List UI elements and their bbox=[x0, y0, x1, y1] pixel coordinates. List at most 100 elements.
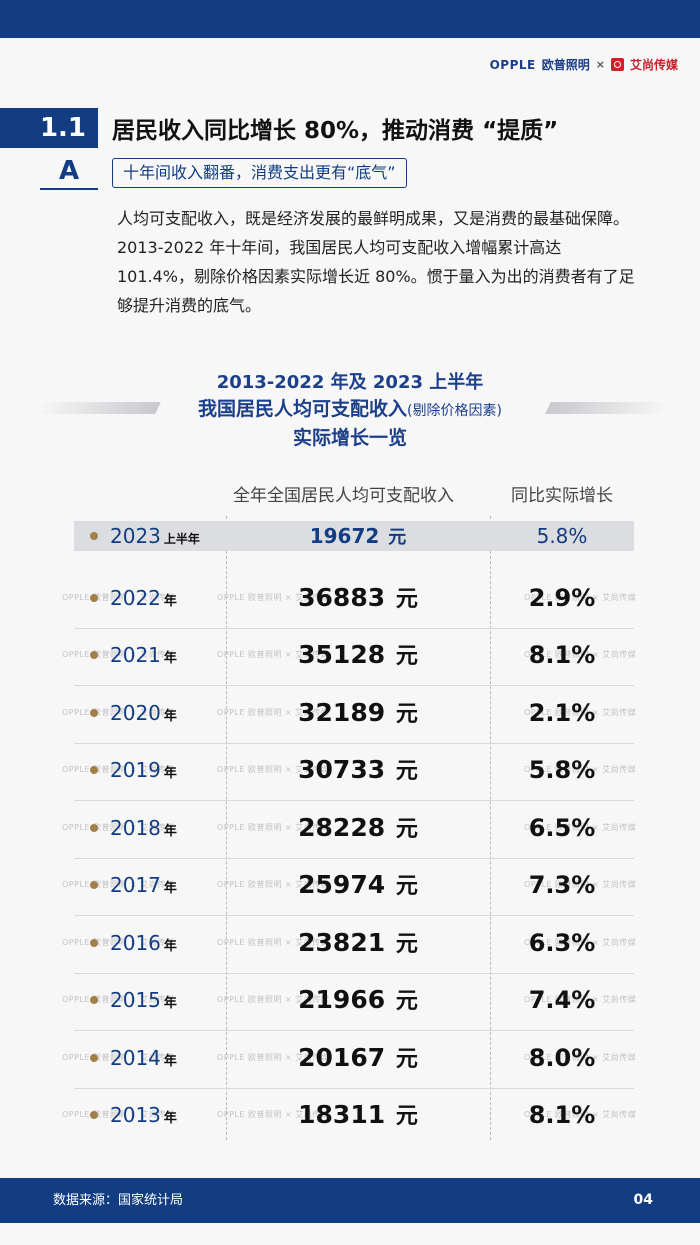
row-year-unit: 年 bbox=[163, 766, 177, 781]
row-growth: 6.5% bbox=[528, 813, 596, 842]
table-row: OPPLE 欧普照明 × 艾尚传媒 OPPLE 欧普照明 × 艾尚传媒 OPPLE … bbox=[62, 583, 636, 629]
row-year: 2021 年 bbox=[110, 640, 177, 674]
row-income: 25974 元 bbox=[226, 870, 490, 902]
row-growth: 7.3% bbox=[528, 871, 596, 899]
row-income: 30733 元 bbox=[226, 755, 490, 787]
row-year-value: 2014 bbox=[110, 1045, 161, 1070]
aishang-logo-icon bbox=[610, 58, 624, 71]
row-income-unit: 元 bbox=[395, 1104, 418, 1129]
row-year-unit: 上半年 bbox=[163, 532, 200, 546]
row-growth: 5.8% bbox=[536, 524, 588, 548]
row-income: 20167 元 bbox=[226, 1043, 490, 1075]
row-year-unit: 年 bbox=[163, 881, 177, 896]
table-row: OPPLE 欧普照明 × 艾尚传媒 OPPLE 欧普照明 × 艾尚传媒 OPPLE … bbox=[62, 985, 636, 1031]
bullet-dot-icon bbox=[90, 881, 98, 889]
section-title: 居民收入同比增长 80%，推动消费 “提质” bbox=[112, 118, 559, 144]
row-growth: 6.3% bbox=[528, 928, 596, 957]
row-year-value: 2017 bbox=[110, 873, 161, 897]
watermark-text: OPPLE 欧普照明 × 艾尚传媒 bbox=[62, 937, 175, 947]
row-income: 36883 元 bbox=[226, 583, 490, 615]
row-income-value: 19672 bbox=[309, 524, 380, 548]
bullet-dot-icon bbox=[90, 766, 98, 774]
row-year-value: 2019 bbox=[110, 758, 161, 782]
subsection-title: 十年间收入翻番，消费支出更有“底气” bbox=[112, 158, 407, 188]
row-separator bbox=[74, 915, 634, 916]
watermark-text: OPPLE 欧普照明 × 艾尚传媒 bbox=[217, 765, 330, 774]
row-growth: 5.8% bbox=[528, 756, 596, 784]
row-separator bbox=[74, 685, 634, 686]
row-growth: 8.0% bbox=[528, 1043, 596, 1072]
watermark-text: OPPLE 欧普照明 × 艾尚传媒 bbox=[217, 650, 330, 659]
row-income-value: 35128 bbox=[298, 640, 386, 669]
row-income-unit: 元 bbox=[395, 759, 418, 784]
row-income-unit: 元 bbox=[395, 586, 418, 612]
opple-logo-cn: 欧普照明 bbox=[541, 58, 590, 72]
watermark-text: OPPLE 欧普照明 × 艾尚传媒 bbox=[62, 765, 175, 774]
row-growth: 7.4% bbox=[528, 986, 596, 1014]
body-paragraph: 人均可支配收入，既是经济发展的最鲜明成果，又是消费的最基础保障。2013-202… bbox=[117, 209, 635, 315]
row-income: 28228 元 bbox=[226, 813, 490, 845]
row-income-unit: 元 bbox=[395, 816, 418, 842]
row-year: 2018 年 bbox=[110, 813, 177, 847]
aishang-logo: 艾尚传媒 bbox=[629, 58, 678, 72]
row-year: 2014 年 bbox=[110, 1043, 177, 1077]
column-header-growth: 同比实际增长 bbox=[511, 486, 613, 506]
table-title: 2013-2022 年及 2023 上半年 我国居民人均可支配收入(剔除价格因素… bbox=[0, 370, 700, 452]
bullet-dot-icon bbox=[90, 996, 98, 1004]
watermark-text: OPPLE 欧普照明 × 艾尚传媒 bbox=[524, 1052, 637, 1062]
page-number: 04 bbox=[633, 1192, 653, 1208]
row-separator bbox=[74, 800, 634, 801]
column-header-income: 全年全国居民人均可支配收入 bbox=[233, 486, 454, 506]
row-growth: 8.1% bbox=[528, 641, 596, 669]
row-year: 2016 年 bbox=[110, 928, 177, 962]
section-number: 1.1 bbox=[0, 108, 98, 148]
table-row: OPPLE 欧普照明 × 艾尚传媒 OPPLE 欧普照明 × 艾尚传媒 OPPLE … bbox=[62, 813, 636, 859]
brand-header: OPPLE 欧普照明 × 艾尚传媒 bbox=[490, 56, 678, 73]
row-year: 2022 年 bbox=[110, 583, 177, 617]
watermark-text: OPPLE 欧普照明 × 艾尚传媒 bbox=[217, 822, 330, 832]
row-income-unit: 元 bbox=[395, 1046, 418, 1072]
row-income-value: 25974 bbox=[298, 870, 386, 899]
table-row: OPPLE 欧普照明 × 艾尚传媒 OPPLE 欧普照明 × 艾尚传媒 OPPLE … bbox=[62, 698, 636, 744]
watermark-text: OPPLE 欧普照明 × 艾尚传媒 bbox=[524, 650, 637, 659]
row-separator bbox=[74, 972, 634, 974]
row-year-value: 2021 bbox=[110, 643, 161, 667]
watermark-text: OPPLE 欧普照明 × 艾尚传媒 bbox=[217, 592, 330, 602]
watermark-text: OPPLE 欧普照明 × 艾尚传媒 bbox=[62, 650, 175, 659]
row-income-unit: 元 bbox=[395, 931, 418, 957]
table-title-line3: 实际增长一览 bbox=[292, 427, 407, 449]
watermark-text: OPPLE 欧普照明 × 艾尚传媒 bbox=[524, 765, 637, 774]
table-row: OPPLE 欧普照明 × 艾尚传媒 OPPLE 欧普照明 × 艾尚传媒 OPPLE … bbox=[62, 1043, 637, 1089]
row-year-value: 2013 bbox=[110, 1103, 161, 1127]
row-income-value: 21966 bbox=[298, 985, 386, 1014]
watermark-text: OPPLE 欧普照明 × 艾尚传媒 bbox=[217, 880, 330, 889]
row-income-value: 28228 bbox=[298, 812, 386, 842]
row-year-unit: 年 bbox=[163, 1053, 177, 1069]
bullet-dot-icon bbox=[90, 532, 98, 540]
row-year: 2019 年 bbox=[110, 755, 177, 789]
table-title-line1: 2013-2022 年及 2023 上半年 bbox=[216, 372, 484, 393]
column-divider-right bbox=[490, 516, 491, 1140]
row-income: 19672 元 bbox=[226, 521, 490, 553]
row-year-unit: 年 bbox=[163, 593, 177, 609]
row-year: 2023 上半年 bbox=[110, 521, 200, 554]
row-year-value: 2016 bbox=[110, 930, 161, 955]
row-growth: 2.9% bbox=[528, 583, 596, 612]
watermark-text: OPPLE 欧普照明 × 艾尚传媒 bbox=[62, 1052, 175, 1062]
row-separator bbox=[74, 1030, 634, 1031]
bullet-dot-icon bbox=[90, 593, 98, 602]
watermark-text: OPPLE 欧普照明 × 艾尚传媒 bbox=[217, 707, 330, 717]
watermark-text: OPPLE 欧普照明 × 艾尚传媒 bbox=[524, 880, 637, 889]
table-title-line2-main: 我国居民人均可支配收入 bbox=[198, 398, 408, 420]
table-title-line2: 我国居民人均可支配收入(剔除价格因素) bbox=[0, 396, 700, 424]
row-year-unit: 年 bbox=[163, 708, 177, 724]
table-row: OPPLE 欧普照明 × 艾尚传媒 OPPLE 欧普照明 × 艾尚传媒 OPPLE … bbox=[62, 640, 637, 686]
watermark-text: OPPLE 欧普照明 × 艾尚传媒 bbox=[62, 707, 175, 717]
bullet-dot-icon bbox=[90, 651, 98, 659]
watermark-text: OPPLE 欧普照明 × 艾尚传媒 bbox=[62, 1110, 175, 1119]
row-year-unit: 年 bbox=[163, 1111, 177, 1126]
bullet-dot-icon bbox=[90, 1111, 98, 1119]
table-row: OPPLE 欧普照明 × 艾尚传媒 OPPLE 欧普照明 × 艾尚传媒 OPPLE … bbox=[62, 1100, 636, 1130]
subsection-letter: A bbox=[40, 154, 98, 190]
row-income: 23821 元 bbox=[226, 928, 490, 960]
